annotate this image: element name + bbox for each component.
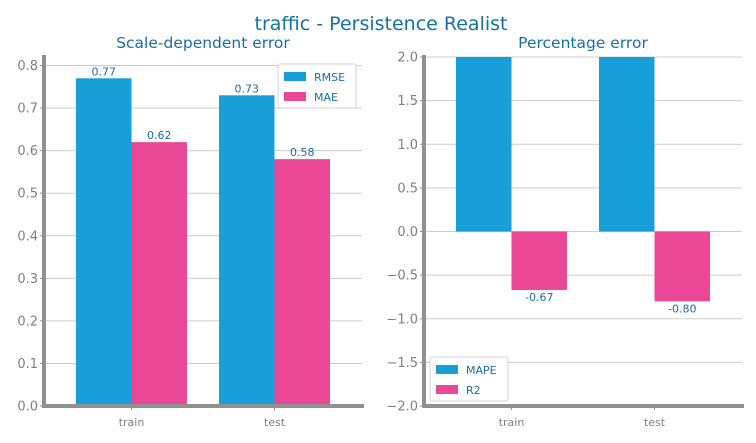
data-label: 0.77: [92, 65, 117, 78]
x-tick-label: train: [119, 416, 145, 429]
x-tick-label: test: [264, 416, 286, 429]
y-tick-label: −0.5: [386, 269, 418, 284]
y-tick-label: 0.8: [17, 59, 38, 74]
y-tick-label: 0.4: [17, 229, 38, 244]
legend-label: MAE: [314, 91, 338, 104]
y-tick-label: 1.0: [397, 138, 418, 153]
x-tick-label: train: [499, 416, 525, 429]
y-tick-label: 0.0: [397, 225, 418, 240]
data-label: -0.80: [668, 302, 696, 315]
x-tick-label: test: [644, 416, 666, 429]
data-label: -0.67: [525, 291, 553, 304]
legend-swatch: [284, 92, 306, 101]
y-tick-label: 0.5: [17, 187, 38, 202]
panel-title: Percentage error: [518, 34, 648, 52]
y-tick-label: −1.0: [386, 312, 418, 327]
bar-r2-train: [511, 231, 567, 290]
legend-label: RMSE: [314, 71, 345, 84]
bar-rmse-train: [76, 78, 132, 406]
y-tick-label: 0.0: [17, 400, 38, 415]
y-tick-label: 0.6: [17, 144, 38, 159]
legend-label: R2: [466, 384, 481, 397]
bar-mape-train: [456, 57, 512, 232]
bar-mae-test: [274, 159, 330, 406]
data-label: 0.62: [147, 129, 172, 142]
legend: RMSE MAE: [277, 63, 357, 109]
y-tick-label: 0.7: [17, 102, 38, 117]
y-tick-label: −1.5: [386, 356, 418, 371]
y-tick-label: 2.0: [397, 51, 418, 66]
y-tick-label: 0.2: [17, 314, 38, 329]
legend-swatch: [284, 72, 306, 81]
data-label: 0.58: [290, 146, 315, 159]
bar-rmse-test: [219, 95, 275, 407]
panel-scale-dependent-error: Scale-dependent error 0.0 0.1 0.2 0.3 0.4 0.5…: [17, 34, 364, 429]
y-tick-label: 0.3: [17, 272, 38, 287]
panel-title: Scale-dependent error: [116, 34, 290, 52]
legend-swatch: [436, 365, 458, 374]
bar-r2-test: [654, 231, 710, 302]
data-label: 0.73: [235, 82, 260, 95]
y-tick-label: 0.1: [17, 357, 38, 372]
y-tick-label: −2.0: [386, 400, 418, 415]
legend-swatch: [436, 385, 458, 394]
panel-percentage-error: Percentage error −2.0 −1.5 −1.0 −0.5 0.0 0.5 1…: [386, 34, 744, 429]
legend-label: MAPE: [466, 364, 497, 377]
figure-title: traffic - Persistence Realist: [255, 13, 508, 35]
y-tick-label: 0.5: [397, 181, 418, 196]
bar-mape-test: [599, 57, 655, 232]
legend: MAPE R2: [429, 356, 509, 402]
bar-mae-train: [131, 142, 187, 406]
y-tick-label: 1.5: [397, 94, 418, 109]
